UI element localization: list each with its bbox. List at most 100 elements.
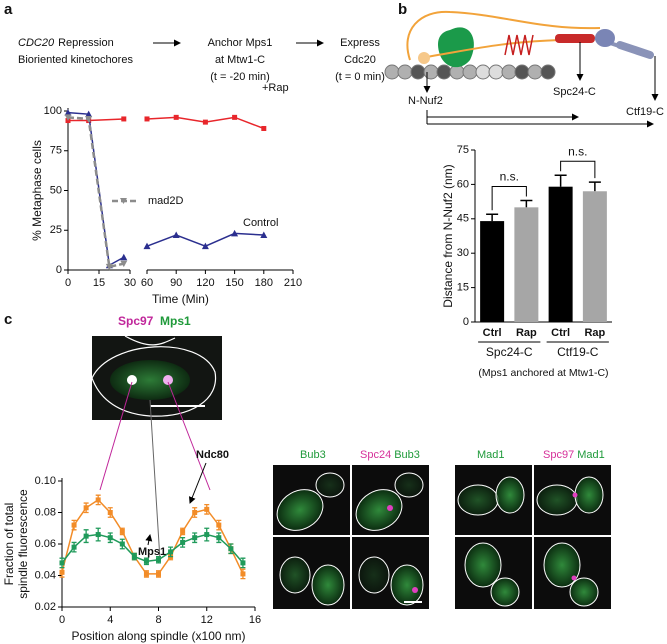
y-axis-label: spindle fluorescence: [16, 489, 30, 599]
channel-name: Spc97: [543, 449, 574, 461]
marker: [95, 532, 101, 538]
x-tick-label: 150: [225, 277, 243, 289]
marker: [261, 125, 267, 131]
x-tick-label: 8: [155, 614, 161, 626]
x-tick-label: 15: [93, 277, 105, 289]
flow-step: (t = 0 min): [335, 71, 385, 83]
x-tick-label: 90: [170, 277, 182, 289]
channel-label: Mps1: [160, 314, 191, 328]
series-line: [67, 111, 125, 267]
flow-step: (t = -20 min): [210, 71, 270, 83]
y-tick-label: 0.04: [35, 569, 56, 581]
channel-name: Bub3: [394, 449, 420, 461]
marker: [131, 554, 137, 560]
series-label: Ndc80: [196, 449, 229, 461]
y-tick-label: 0: [56, 264, 62, 276]
marker: [85, 115, 93, 123]
series-line: [61, 498, 244, 575]
marker: [231, 229, 239, 237]
y-tick-label: 15: [457, 282, 469, 294]
spot: [387, 505, 393, 511]
diagram-label: N-Nuf2: [408, 95, 443, 107]
flow-step: Anchor Mps1: [208, 37, 273, 49]
diagram-label: Ctf19-C: [626, 106, 664, 118]
channel-name: Mad1: [577, 449, 605, 461]
flow-step: CDC20 Repression: [18, 37, 114, 49]
bar: [548, 186, 573, 322]
marker: [64, 114, 72, 121]
marker: [204, 532, 210, 538]
marker: [71, 544, 77, 550]
marker: [59, 569, 65, 575]
marker: [59, 560, 65, 566]
channel-label: Spc97 Mad1: [543, 449, 605, 461]
x-tick-label: 30: [124, 277, 136, 289]
marker: [119, 541, 125, 547]
panel-label: a: [4, 1, 13, 18]
bar: [514, 207, 539, 322]
y-tick-label: 75: [50, 145, 62, 157]
panel-label: c: [4, 311, 12, 328]
annotation: n.s.: [500, 170, 519, 184]
marker: [260, 231, 268, 239]
marker: [143, 558, 149, 564]
marker: [192, 510, 198, 515]
kinetochore-diagram: [384, 10, 654, 80]
series-label: mad2D: [148, 195, 184, 207]
marker: [107, 535, 113, 541]
y-tick-label: 0.02: [35, 601, 56, 613]
x-tick-label: 12: [201, 614, 213, 626]
series-line: [68, 118, 124, 122]
bar: [582, 191, 607, 322]
bar: [480, 221, 505, 322]
x-axis-label: Position along spindle (x100 nm): [71, 629, 245, 643]
connector: [99, 381, 133, 491]
series-line: [67, 116, 125, 269]
cells: [276, 472, 604, 607]
marker: [85, 110, 93, 118]
y-tick-label: 50: [50, 184, 62, 196]
y-tick-label: 100: [44, 105, 62, 117]
gene-name: CDC20: [18, 37, 55, 49]
marker: [121, 116, 127, 122]
marker: [95, 497, 101, 503]
annotation: n.s.: [568, 144, 587, 158]
y-tick-label: 75: [457, 144, 469, 156]
marker: [192, 535, 198, 541]
marker: [71, 522, 77, 528]
marker: [83, 505, 89, 511]
marker: [83, 533, 89, 539]
spot: [572, 492, 578, 498]
channel-label: Spc24 Bub3: [360, 449, 420, 461]
y-tick-label: 0: [463, 316, 469, 328]
marker: [120, 260, 128, 268]
diagram-label: Spc24-C: [553, 86, 596, 98]
marker: [143, 571, 149, 577]
connector: [167, 381, 211, 491]
panel-label: b: [398, 1, 407, 18]
marker: [105, 263, 113, 271]
x-tick-label: 4: [107, 614, 113, 626]
marker: [64, 109, 72, 116]
y-axis-label: Distance from N-Nuf2 (nm): [441, 164, 455, 307]
group-label: Spc24-C: [486, 345, 533, 359]
micrograph: [91, 335, 222, 420]
series-line: [61, 533, 244, 564]
x-tick-label: 60: [141, 277, 153, 289]
series-label: Control: [243, 217, 278, 229]
x-tick-label: 210: [284, 277, 302, 289]
flow-step: at Mtw1-C: [215, 54, 265, 66]
x-tick-label: 16: [249, 614, 261, 626]
y-tick-label: 60: [457, 178, 469, 190]
marker: [180, 528, 186, 534]
marker: [204, 506, 210, 512]
marker: [156, 571, 161, 577]
channel-label: Bub3: [300, 449, 326, 461]
bracket: [491, 185, 527, 211]
marker: [202, 119, 208, 125]
marker: [119, 528, 125, 534]
x-tick-label: Rap: [584, 327, 605, 339]
error-bar: [486, 213, 499, 222]
marker: [120, 253, 128, 261]
x-tick-label: 0: [65, 277, 71, 289]
